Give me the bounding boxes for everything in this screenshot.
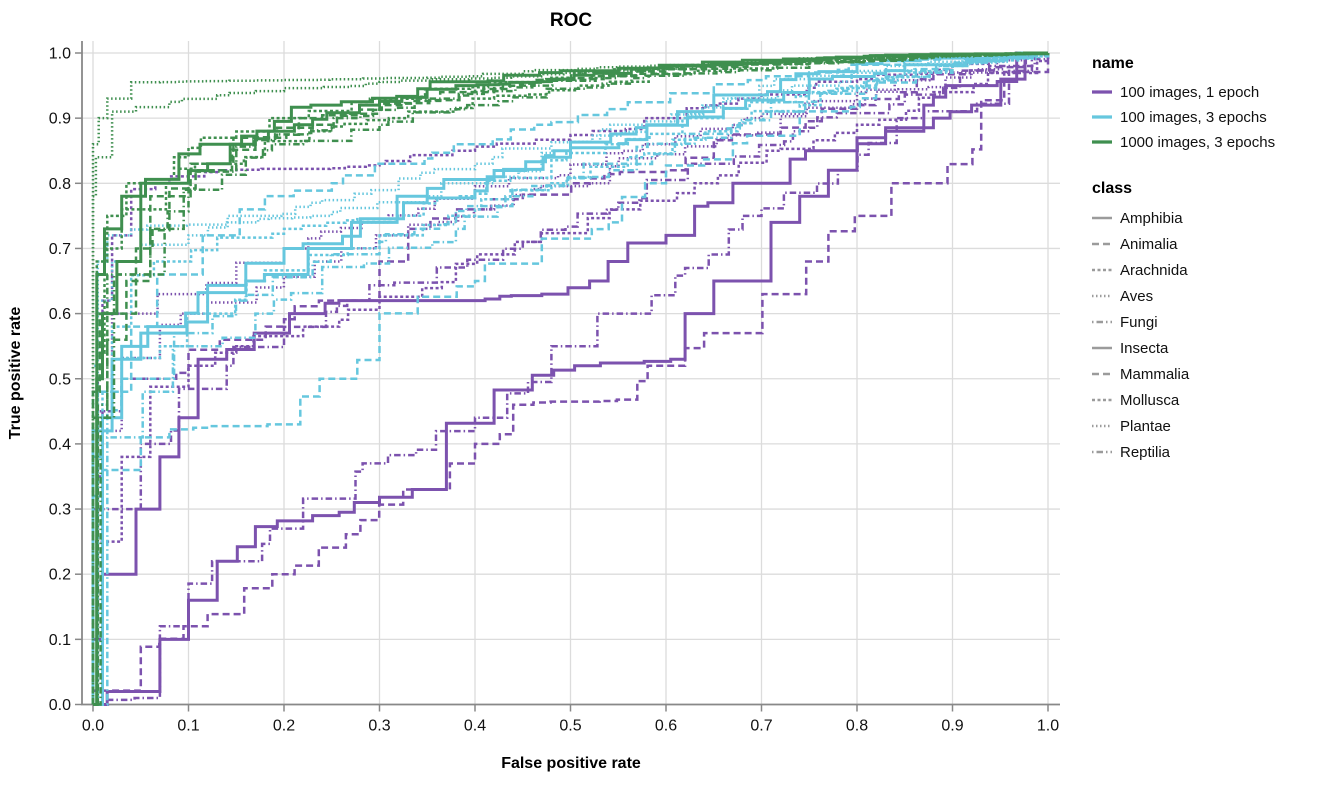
x-tick-label: 0.7 [750,718,772,735]
legend-class-label: Insecta [1120,340,1169,357]
legend-name-item-1000-images-3-epochs: 1000 images, 3 epochs [1092,134,1275,151]
curve-100-images-3-epochs-mammalia [91,52,1050,705]
legend-class-items: Amphibia Animalia Arachnida Aves Fungi Insect… [1092,210,1190,461]
y-tick-label: 0.3 [49,502,71,519]
axes: 0.0 0.1 0.2 0.3 0.4 0.5 0.6 0.7 0.8 0.9 1.0 0.0 0.1 0… [49,41,1060,735]
curve-100-images-1-epoch-reptilia [91,53,1050,705]
x-tick-label: 0.8 [846,718,868,735]
y-tick-label: 0.7 [49,241,71,258]
x-tick-label: 1.0 [1037,718,1059,735]
curve-1000-images-3-epochs-arachnida [93,51,1048,706]
legend-class-item-aves: Aves [1092,288,1153,305]
curve-100-images-3-epochs-plantae [91,53,1050,705]
legend-name-item-100-images-1-epoch: 100 images, 1 epoch [1092,84,1259,101]
legend-class-item-insecta: Insecta [1092,340,1169,357]
x-axis-title: False positive rate [501,755,641,772]
legend-class-item-arachnida: Arachnida [1092,262,1188,279]
x-tick-label: 0.2 [273,718,295,735]
legend-class-item-amphibia: Amphibia [1092,210,1183,227]
curve-1000-images-3-epochs-mollusca [93,51,1048,706]
curve-100-images-3-epochs-amphibia [91,51,1048,705]
y-tick-label: 0.0 [49,697,71,714]
curve-100-images-1-epoch-mammalia [91,51,1048,705]
y-tick-label: 0.5 [49,371,71,388]
curve-1000-images-3-epochs-animalia [91,52,1050,705]
curve-1000-images-3-epochs-mammalia [91,51,1048,705]
legend-class-item-plantae: Plantae [1092,418,1171,435]
legend-class-label: Aves [1120,288,1153,305]
legend-class-item-reptilia: Reptilia [1092,444,1171,461]
y-tick-label: 0.9 [49,111,71,128]
y-tick-label: 0.2 [49,567,71,584]
curve-100-images-3-epochs-arachnida [93,53,1050,706]
legend-name-header: name [1092,55,1134,72]
legend-class-item-animalia: Animalia [1092,236,1178,253]
legend-name-item-100-images-3-epochs: 100 images, 3 epochs [1092,109,1267,126]
legend-class-item-mollusca: Mollusca [1092,392,1180,409]
curve-100-images-3-epochs-animalia [93,51,1048,706]
y-tick-label: 0.1 [49,632,71,649]
axis-domain [81,41,1060,706]
x-tick-label: 0.3 [368,718,390,735]
curve-100-images-3-epochs-reptilia [93,51,1048,706]
y-axis-title: True positive rate [7,307,24,440]
legend-class-label: Fungi [1120,314,1158,331]
legend-name-label: 100 images, 3 epochs [1120,109,1267,126]
legend-class-item-mammalia: Mammalia [1092,366,1190,383]
y-tick-label: 1.0 [49,46,71,63]
curve-100-images-3-epochs-aves [93,53,1050,706]
y-tick-label: 0.4 [49,436,71,453]
legend: name 100 images, 1 epoch 100 images, 3 ep… [1092,55,1275,461]
x-tick-label: 0.1 [177,718,199,735]
legend-name-label: 100 images, 1 epoch [1120,84,1259,101]
roc-curves [91,51,1050,706]
legend-name-items: 100 images, 1 epoch 100 images, 3 epochs 1… [1092,84,1275,151]
legend-class-label: Amphibia [1120,210,1183,227]
legend-class-label: Mollusca [1120,392,1180,409]
chart-title: ROC [550,10,593,31]
x-tick-label: 0.6 [655,718,677,735]
y-tick-label: 0.8 [49,176,71,193]
curve-100-images-1-epoch-insecta [93,51,1048,706]
legend-class-label: Arachnida [1120,262,1188,279]
legend-class-label: Plantae [1120,418,1171,435]
legend-class-label: Animalia [1120,236,1178,253]
x-tick-label: 0.5 [559,718,581,735]
curve-1000-images-3-epochs-reptilia [93,52,1050,706]
curve-100-images-1-epoch-fungi [93,53,1050,706]
x-tick-label: 0.4 [464,718,486,735]
legend-class-label: Reptilia [1120,444,1171,461]
x-tick-label: 0.9 [941,718,963,735]
legend-name-label: 1000 images, 3 epochs [1120,134,1275,151]
legend-class-label: Mammalia [1120,366,1190,383]
legend-class-header: class [1092,180,1132,197]
curve-100-images-1-epoch-animalia [91,53,1050,705]
x-tick-label: 0.0 [82,718,104,735]
legend-class-item-fungi: Fungi [1092,314,1158,331]
y-tick-label: 0.6 [49,306,71,323]
